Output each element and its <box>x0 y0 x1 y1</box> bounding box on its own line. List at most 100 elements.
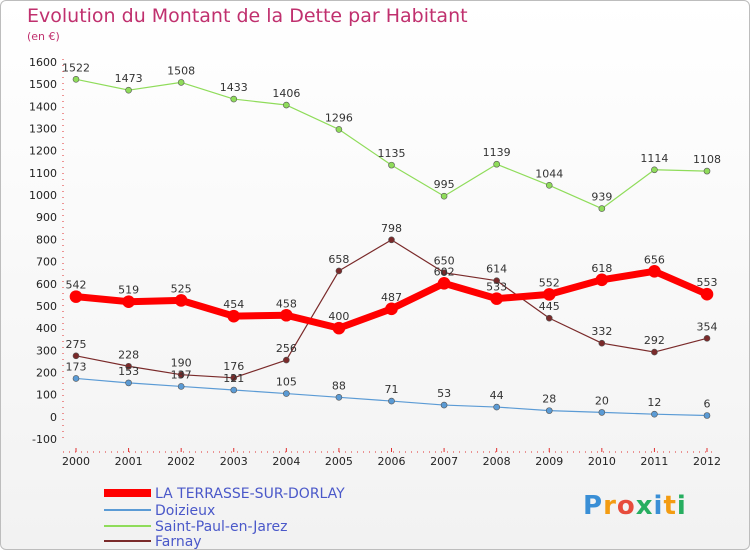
logo-letter: i <box>676 491 687 521</box>
data-point-saint-paul-en-jarez <box>283 101 290 109</box>
data-point-saint-paul-en-jarez <box>177 79 185 86</box>
x-tick-label: 2010 <box>588 455 616 468</box>
data-label-doizieux: 173 <box>66 360 87 373</box>
data-label-la-terrasse-sur-dorlay: 542 <box>66 279 87 292</box>
data-label-la-terrasse-sur-dorlay: 454 <box>223 298 244 311</box>
data-point-doizieux <box>230 386 238 394</box>
data-point-la-terrasse-sur-dorlay <box>280 308 293 322</box>
data-point-farnay <box>283 356 290 364</box>
data-point-farnay <box>335 267 343 275</box>
data-point-farnay <box>388 236 395 244</box>
data-label-la-terrasse-sur-dorlay: 552 <box>539 276 560 289</box>
data-label-farnay: 354 <box>697 320 718 333</box>
data-label-doizieux: 20 <box>595 394 609 407</box>
data-label-la-terrasse-sur-dorlay: 533 <box>486 281 507 294</box>
data-label-saint-paul-en-jarez: 995 <box>434 178 455 191</box>
data-label-farnay: 228 <box>118 348 139 361</box>
data-label-farnay: 445 <box>539 300 560 313</box>
data-label-farnay: 292 <box>644 334 665 347</box>
x-tick-label: 2012 <box>693 455 721 468</box>
data-point-doizieux <box>72 375 80 382</box>
data-point-la-terrasse-sur-dorlay <box>332 321 346 335</box>
data-point-saint-paul-en-jarez <box>545 182 553 189</box>
y-tick-label: -100 <box>32 433 57 446</box>
series-line-saint-paul-en-jarez <box>75 78 708 210</box>
data-point-farnay <box>493 277 500 284</box>
x-tick-label: 2004 <box>272 455 300 468</box>
data-point-farnay <box>72 352 80 360</box>
data-point-saint-paul-en-jarez <box>440 192 448 200</box>
logo-letter: r <box>603 491 617 521</box>
x-tick-label: 2009 <box>535 455 563 468</box>
y-tick-label: 200 <box>36 366 57 379</box>
data-label-farnay: 176 <box>223 360 244 373</box>
logo-letter: x <box>635 491 654 521</box>
y-tick-label: 600 <box>36 278 57 291</box>
legend-label-la-terrasse-sur-dorlay: LA TERRASSE-SUR-DORLAY <box>155 486 345 502</box>
data-label-doizieux: 153 <box>118 365 139 378</box>
y-tick-label: 1400 <box>29 100 57 113</box>
legend-label-doizieux: Doizieux <box>155 503 215 519</box>
data-point-doizieux <box>651 410 658 418</box>
data-point-saint-paul-en-jarez <box>598 205 606 212</box>
data-label-saint-paul-en-jarez: 1108 <box>693 153 721 166</box>
data-point-farnay <box>651 348 658 356</box>
y-tick-label: 1600 <box>29 56 57 69</box>
y-tick-label: 1100 <box>29 167 57 180</box>
logo-letter: o <box>616 491 636 521</box>
data-point-doizieux <box>283 390 290 397</box>
data-point-doizieux <box>598 409 606 416</box>
data-label-la-terrasse-sur-dorlay: 553 <box>697 276 718 289</box>
data-point-saint-paul-en-jarez <box>493 160 500 168</box>
data-label-la-terrasse-sur-dorlay: 602 <box>434 265 455 278</box>
data-point-doizieux <box>703 412 711 419</box>
data-label-saint-paul-en-jarez: 939 <box>591 191 612 204</box>
y-tick-label: 0 <box>50 411 57 424</box>
data-point-doizieux <box>440 401 448 409</box>
logo-letter: i <box>653 491 664 521</box>
data-point-saint-paul-en-jarez <box>703 167 711 175</box>
data-point-la-terrasse-sur-dorlay <box>227 309 241 323</box>
data-point-saint-paul-en-jarez <box>388 161 395 169</box>
data-label-doizieux: 88 <box>332 379 346 392</box>
data-point-farnay <box>440 269 448 276</box>
x-tick-label: 2005 <box>325 455 353 468</box>
data-label-doizieux: 121 <box>223 372 244 385</box>
data-label-la-terrasse-sur-dorlay: 487 <box>381 291 402 304</box>
y-tick-label: 500 <box>36 300 57 313</box>
logo-letter: t <box>663 491 677 521</box>
data-label-farnay: 614 <box>486 263 507 276</box>
data-point-la-terrasse-sur-dorlay <box>385 302 398 316</box>
data-label-saint-paul-en-jarez: 1522 <box>62 61 90 74</box>
data-label-la-terrasse-sur-dorlay: 519 <box>118 284 139 297</box>
data-point-farnay <box>230 374 238 382</box>
data-point-la-terrasse-sur-dorlay <box>69 290 83 303</box>
logo-letter: P <box>583 491 604 521</box>
x-tick-label: 2011 <box>640 455 668 468</box>
data-label-farnay: 190 <box>171 357 192 370</box>
x-tick-label: 2007 <box>430 455 458 468</box>
data-point-doizieux <box>177 383 185 390</box>
data-point-la-terrasse-sur-dorlay <box>174 294 188 307</box>
y-tick-label: 1200 <box>29 145 57 158</box>
data-point-la-terrasse-sur-dorlay <box>490 292 503 305</box>
y-tick-label: 400 <box>36 322 57 335</box>
y-tick-label: 1300 <box>29 123 57 136</box>
data-label-la-terrasse-sur-dorlay: 618 <box>591 262 612 275</box>
data-label-farnay: 658 <box>328 253 349 266</box>
data-label-saint-paul-en-jarez: 1139 <box>483 146 511 159</box>
data-point-saint-paul-en-jarez <box>125 86 132 94</box>
data-label-la-terrasse-sur-dorlay: 656 <box>644 253 665 266</box>
data-point-saint-paul-en-jarez <box>230 95 238 103</box>
y-tick-label: 900 <box>36 211 57 224</box>
data-point-la-terrasse-sur-dorlay <box>700 287 714 301</box>
data-point-la-terrasse-sur-dorlay <box>595 273 609 287</box>
chart-title: Evolution du Montant de la Dette par Hab… <box>27 5 468 27</box>
data-point-doizieux <box>125 379 132 387</box>
data-point-la-terrasse-sur-dorlay <box>648 265 661 278</box>
y-tick-label: 1000 <box>29 189 57 202</box>
data-label-la-terrasse-sur-dorlay: 458 <box>276 297 297 310</box>
data-label-farnay: 332 <box>591 325 612 338</box>
data-point-la-terrasse-sur-dorlay <box>437 277 451 290</box>
